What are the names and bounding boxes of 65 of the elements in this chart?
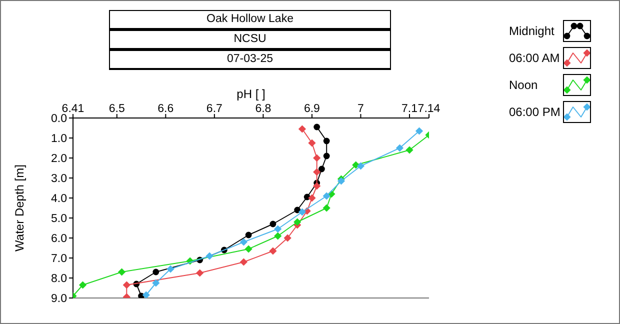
point xyxy=(356,162,365,170)
text: 07-03-25 xyxy=(226,53,274,65)
point xyxy=(308,139,316,147)
x-tick-label: 6.9 xyxy=(304,103,320,115)
point xyxy=(313,182,321,190)
x-tick-label: 7.1 xyxy=(401,103,418,115)
point xyxy=(152,268,160,276)
point xyxy=(274,232,282,240)
point xyxy=(323,138,330,144)
y-tick-label: 7.0 xyxy=(51,253,67,266)
x-tick-label: 6.41 xyxy=(62,103,84,115)
y-tick-label: 8.0 xyxy=(51,273,67,286)
x-tick-label: 6.6 xyxy=(158,103,174,115)
point xyxy=(142,291,150,298)
point xyxy=(152,279,160,287)
point xyxy=(396,144,404,152)
point xyxy=(240,258,248,266)
point xyxy=(318,166,325,172)
point xyxy=(314,124,320,130)
point xyxy=(245,232,252,238)
point xyxy=(322,204,330,212)
x-tick-label: 7 xyxy=(358,103,364,115)
point xyxy=(240,238,248,246)
y-tick-label: 2.0 xyxy=(51,153,67,166)
point xyxy=(294,206,301,214)
point xyxy=(313,154,321,162)
point xyxy=(122,281,130,289)
x-tick-label: 6.5 xyxy=(108,103,125,115)
y-tick-label: 4.0 xyxy=(51,193,67,206)
point xyxy=(415,127,424,135)
point xyxy=(118,268,126,276)
y-tick-label: 1.0 xyxy=(51,133,67,146)
x-axis-title: pH [ ] xyxy=(236,87,266,101)
point xyxy=(196,269,204,277)
point xyxy=(322,192,330,200)
point xyxy=(270,220,276,228)
point xyxy=(269,247,277,255)
y-tick-label: 3.0 xyxy=(51,173,67,186)
legend-label: Midnight xyxy=(509,24,556,38)
point xyxy=(78,281,87,289)
point xyxy=(406,146,414,154)
legend-label: 06:00 PM xyxy=(509,104,562,118)
point xyxy=(313,168,321,176)
x-tick-label: 6.7 xyxy=(206,103,222,115)
point xyxy=(244,245,252,253)
chart-subtitle: NCSU xyxy=(234,33,266,45)
point xyxy=(166,265,174,273)
point xyxy=(284,234,292,242)
legend-label: 06:00 AM xyxy=(509,50,561,64)
y-tick-label: 6.0 xyxy=(51,233,67,246)
point xyxy=(298,125,306,133)
point xyxy=(298,208,306,216)
x-tick-label: 6.8 xyxy=(255,103,272,115)
point xyxy=(294,218,302,226)
point xyxy=(274,225,282,233)
y-tick-label: 0.0 xyxy=(51,113,67,126)
x-tick-label: 7.14 xyxy=(418,103,441,115)
y-tick-label: 9.0 xyxy=(51,293,67,306)
y-tick-label: 5.0 xyxy=(51,213,67,226)
point xyxy=(308,194,316,202)
point xyxy=(206,252,214,260)
point xyxy=(323,152,330,160)
legend-label: Noon xyxy=(509,78,539,92)
chart-title: Oak Hollow Lake xyxy=(206,13,294,25)
y-axis-title: Water Depth [m] xyxy=(12,164,26,252)
